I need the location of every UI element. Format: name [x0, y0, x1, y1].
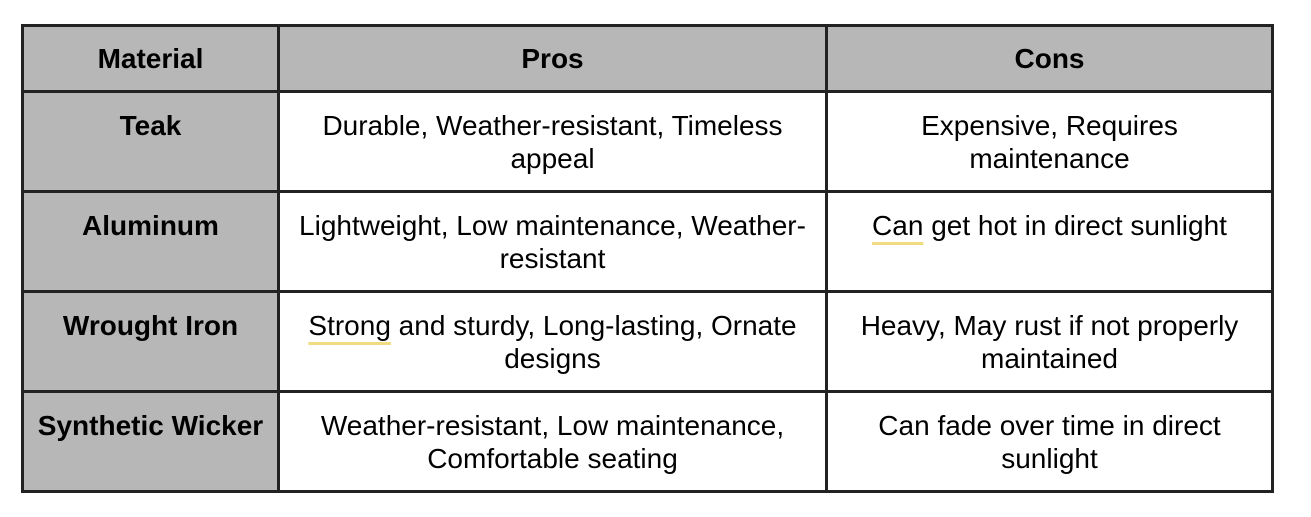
- table-row: Aluminum Lightweight, Low maintenance, W…: [21, 190, 1274, 293]
- table-row: Synthetic Wicker Weather-resistant, Low …: [21, 390, 1274, 493]
- pros-text: and sturdy, Long-lasting, Ornate designs: [390, 310, 797, 374]
- spellcheck-highlight[interactable]: Can: [872, 210, 924, 241]
- material-cell: Aluminum: [21, 190, 280, 293]
- cons-cell: Expensive, Requires maintenance: [825, 90, 1274, 193]
- material-cell: Synthetic Wicker: [21, 390, 280, 493]
- pros-cell: Strong and sturdy, Long-lasting, Ornate …: [277, 290, 828, 393]
- material-cell: Teak: [21, 90, 280, 193]
- pros-cell: Weather-resistant, Low maintenance, Comf…: [277, 390, 828, 493]
- table-header-row: Material Pros Cons: [21, 24, 1274, 93]
- materials-comparison-table: Material Pros Cons Teak Durable, Weather…: [21, 24, 1274, 493]
- pros-cell: Durable, Weather-resistant, Timeless app…: [277, 90, 828, 193]
- pros-cell: Lightweight, Low maintenance, Weather-re…: [277, 190, 828, 293]
- header-cons: Cons: [825, 24, 1274, 93]
- table-row: Wrought Iron Strong and sturdy, Long-las…: [21, 290, 1274, 393]
- material-cell: Wrought Iron: [21, 290, 280, 393]
- cons-cell: Can fade over time in direct sunlight: [825, 390, 1274, 493]
- header-pros: Pros: [277, 24, 828, 93]
- table-row: Teak Durable, Weather-resistant, Timeles…: [21, 90, 1274, 193]
- cons-cell: Heavy, May rust if not properly maintain…: [825, 290, 1274, 393]
- header-material: Material: [21, 24, 280, 93]
- cons-cell: Can get hot in direct sunlight: [825, 190, 1274, 293]
- spellcheck-highlight[interactable]: Strong: [308, 310, 391, 341]
- cons-text: get hot in direct sunlight: [923, 210, 1227, 241]
